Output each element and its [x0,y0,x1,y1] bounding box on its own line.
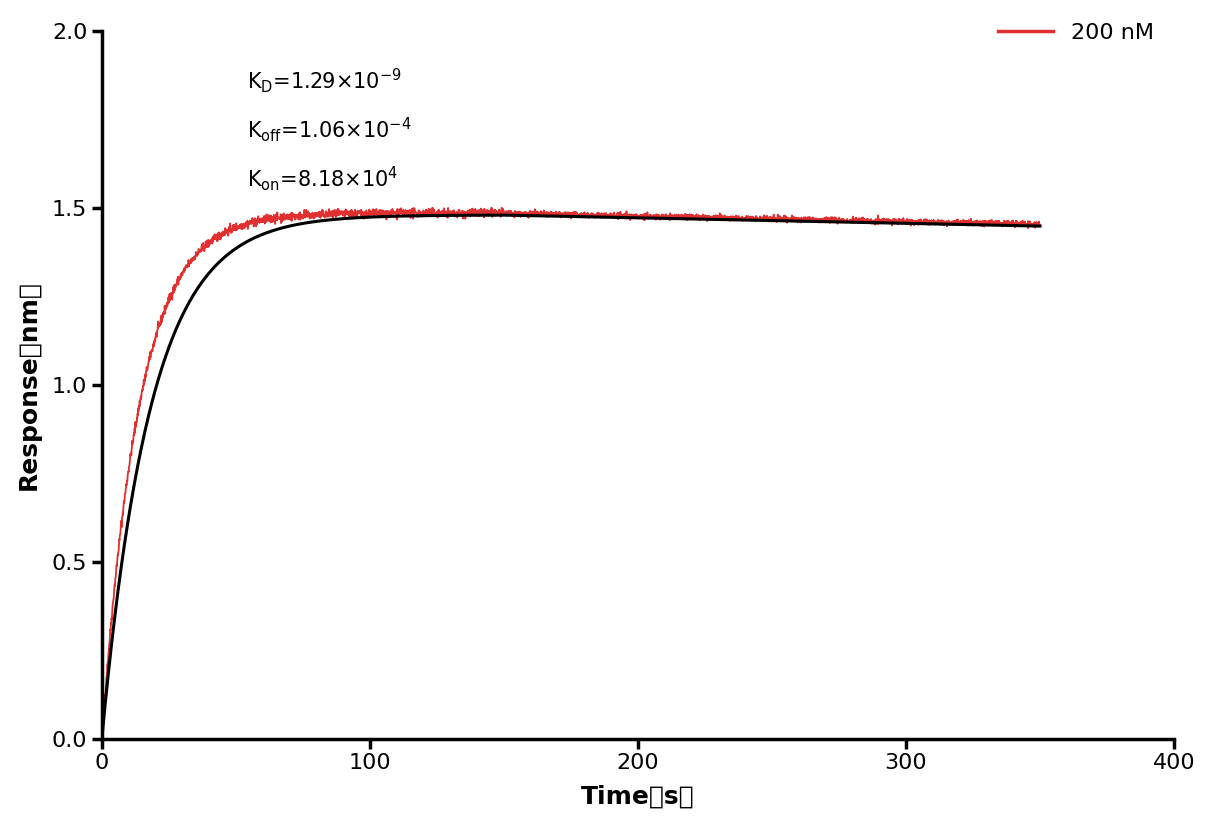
Legend: 200 nM: 200 nM [989,14,1162,51]
Y-axis label: Response（nm）: Response（nm） [17,280,41,490]
X-axis label: Time（s）: Time（s） [581,785,694,808]
Text: K$_\mathrm{D}$=1.29×10$^{-9}$
K$_\mathrm{off}$=1.06×10$^{-4}$
K$_\mathrm{on}$=8.: K$_\mathrm{D}$=1.29×10$^{-9}$ K$_\mathrm… [246,66,411,193]
